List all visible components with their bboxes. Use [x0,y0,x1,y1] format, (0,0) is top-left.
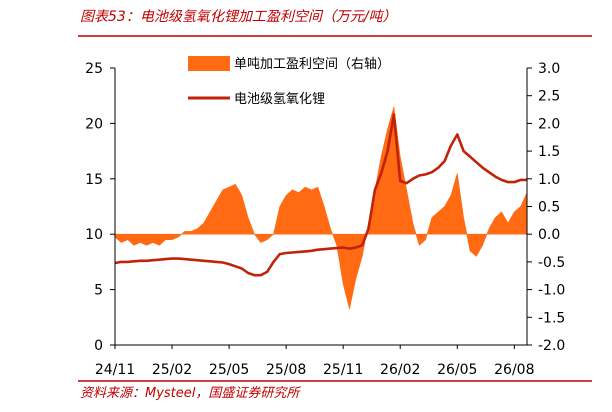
x-tick-label: 24/11 [95,362,135,378]
source-note: 资料来源：Mysteel，国盛证券研究所 [80,385,301,401]
y-left-tick-label: 25 [85,61,103,77]
plot-area: 0 5 10 15 20 25 -2.0 -1.5 -1.0 -0.5 0.0 0.5 1.0 1.5 2.… [85,61,565,378]
y-left-tick-label: 20 [85,116,103,132]
x-tick-label: 25/08 [266,362,306,378]
y-right-tick-label: 1.0 [538,172,560,188]
y-right-tick-label: 1.5 [538,144,560,160]
line-layer [114,113,527,277]
y-right-tick-label: -0.5 [538,255,565,271]
y-right-tick-label: -1.5 [538,310,565,326]
y-right-tick-label: 2.0 [538,116,560,132]
y-right-tick-label: 0.5 [538,200,560,216]
y-left-tick-label: 10 [85,227,103,243]
x-tick-label: 26/08 [494,362,534,378]
y-left-tick-label: 0 [94,338,103,354]
x-tick-label: 25/11 [323,362,363,378]
legend-swatch-area [188,56,230,71]
legend-label-line: 电池级氢氧化锂 [234,92,325,107]
series-area-processing-margin [114,106,528,310]
legend-label-area: 单吨加工盈利空间（右轴） [234,57,390,72]
x-tick-label: 25/02 [152,362,192,378]
y-right-tick-label: 0.0 [538,227,560,243]
area-layer [114,106,528,310]
x-tick-label: 25/05 [209,362,249,378]
y-right-tick-label: 2.5 [538,89,560,105]
y-right-tick-label: -1.0 [538,283,565,299]
y-right-tick-label: -2.0 [538,338,565,354]
y-left-tick-label: 5 [94,283,103,299]
legend: 单吨加工盈利空间（右轴） 电池级氢氧化锂 [188,56,390,107]
series-line-lithium-hydroxide-price [114,113,527,277]
axes-layer: 0 5 10 15 20 25 -2.0 -1.5 -1.0 -0.5 0.0 0.5 1.0 1.5 2.… [85,61,565,378]
x-tick-label: 26/02 [380,362,420,378]
y-left-tick-label: 15 [85,172,103,188]
figure-title: 图表53：电池级氢氧化锂加工盈利空间（万元/吨） [80,9,397,25]
x-tick-label: 26/05 [437,362,477,378]
y-right-tick-label: 3.0 [538,61,560,77]
